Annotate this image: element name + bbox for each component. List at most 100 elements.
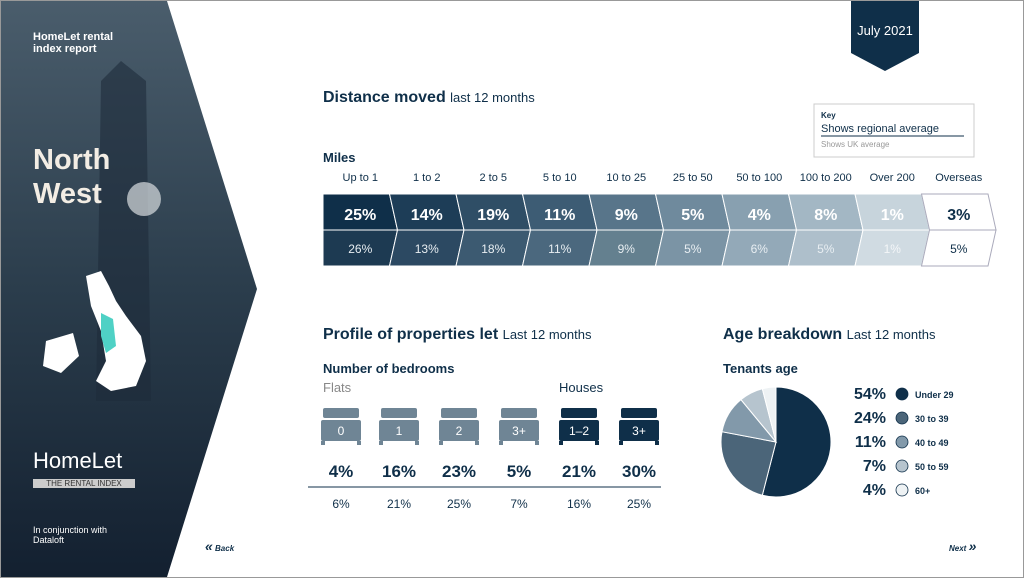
bed-uk: 21%: [387, 497, 411, 511]
bed-head: [501, 408, 537, 418]
bed-body: [619, 420, 659, 441]
bed-head: [561, 408, 597, 418]
key-uk: Shows UK average: [821, 140, 890, 149]
band-regional: 3%: [947, 207, 970, 224]
houses-label: Houses: [559, 380, 604, 395]
pie-slice: [761, 386, 777, 443]
band-regional: 8%: [814, 207, 837, 224]
bed-leg: [439, 441, 443, 445]
band-uk: 1%: [884, 242, 902, 256]
bed-label: 3+: [512, 424, 526, 438]
band-label: 100 to 200: [800, 172, 852, 184]
key-box: [813, 103, 975, 158]
bed-regional: 30%: [622, 462, 656, 481]
legend-label: 50 to 59: [915, 462, 949, 472]
band-regional: 14%: [411, 207, 443, 224]
bed-leg: [655, 441, 659, 445]
unit: Miles: [323, 150, 356, 165]
subtitle: Last 12 months: [846, 327, 936, 342]
subtitle: last 12 months: [450, 90, 535, 105]
band-label: 2 to 5: [479, 172, 507, 184]
bed-label: 1–2: [569, 424, 589, 438]
bed-leg: [595, 441, 599, 445]
bed-uk: 6%: [332, 497, 350, 511]
band-regional: 1%: [881, 207, 904, 224]
legend-value: 7%: [863, 458, 886, 475]
bed-uk: 25%: [447, 497, 471, 511]
bed-head: [381, 408, 417, 418]
footer: In conjunction with Dataloft: [33, 525, 108, 545]
bed-regional: 5%: [507, 462, 532, 481]
band-regional: 19%: [477, 207, 509, 224]
bed-body: [439, 420, 479, 441]
band-uk: 18%: [481, 242, 505, 256]
legend-swatch: [895, 387, 909, 401]
band-label: 50 to 100: [736, 172, 782, 184]
key-regional: Shows regional average: [821, 123, 940, 135]
back-label: Back: [215, 544, 235, 553]
bed-label: 1: [396, 424, 403, 438]
legend-swatch: [895, 435, 909, 449]
band-uk: 9%: [618, 242, 636, 256]
bed-leg: [559, 441, 563, 445]
logo-tagline: THE RENTAL INDEX: [33, 479, 135, 488]
section-title: Age breakdown Last 12 months: [723, 326, 935, 344]
legend-label: Under 29: [915, 390, 954, 400]
bed-body: [559, 420, 599, 441]
bed-uk: 7%: [510, 497, 528, 511]
uk-map: [86, 271, 146, 391]
clock: [127, 182, 161, 216]
bed-leg: [357, 441, 361, 445]
band-uk: 11%: [548, 242, 571, 256]
band-uk: 26%: [348, 242, 372, 256]
ireland-map: [43, 333, 79, 373]
legend-swatch: [895, 483, 909, 497]
band-uk: 5%: [817, 242, 835, 256]
legend-value: 24%: [854, 410, 886, 427]
bed-head: [441, 408, 477, 418]
badge: July 2021: [857, 23, 913, 38]
band-label: 10 to 25: [606, 172, 646, 184]
band-regional: 25%: [344, 207, 376, 224]
bed-label: 3+: [632, 424, 646, 438]
bed-leg: [535, 441, 539, 445]
badge-shape: [851, 1, 919, 71]
region: North West: [33, 144, 111, 210]
legend-label: 60+: [915, 486, 930, 496]
flats-label: Flats: [323, 380, 352, 395]
bed-uk: 25%: [627, 497, 651, 511]
bed-leg: [475, 441, 479, 445]
bed-label: 0: [338, 424, 345, 438]
band-bottom: [920, 229, 997, 267]
band-regional: 5%: [681, 207, 704, 224]
legend-label: 30 to 39: [915, 414, 949, 424]
back-button[interactable]: « Back: [205, 538, 235, 554]
next-label: Next: [949, 544, 967, 553]
bed-leg: [415, 441, 419, 445]
title: Age breakdown: [723, 326, 843, 343]
region-highlight: [101, 313, 116, 353]
section-title: Distance moved last 12 months: [323, 89, 535, 107]
legend-label: 40 to 49: [915, 438, 949, 448]
band-label: 1 to 2: [413, 172, 441, 184]
band-uk: 6%: [751, 242, 769, 256]
subtitle: Last 12 months: [502, 327, 592, 342]
band-regional: 9%: [615, 207, 638, 224]
bed-leg: [499, 441, 503, 445]
legend-swatch: [895, 411, 909, 425]
bed-body: [379, 420, 419, 441]
band-label: Over 200: [870, 172, 915, 184]
brand: HomeLet rental index report: [33, 31, 114, 55]
bed-regional: 23%: [442, 462, 476, 481]
bed-head: [621, 408, 657, 418]
bed-body: [499, 420, 539, 441]
band-uk: 13%: [415, 242, 439, 256]
next-button[interactable]: Next »: [949, 538, 977, 554]
band-uk: 5%: [684, 242, 702, 256]
band-label: Overseas: [935, 172, 983, 184]
band-label: 5 to 10: [543, 172, 577, 184]
legend-value: 54%: [854, 386, 886, 403]
title: Profile of properties let: [323, 326, 499, 343]
